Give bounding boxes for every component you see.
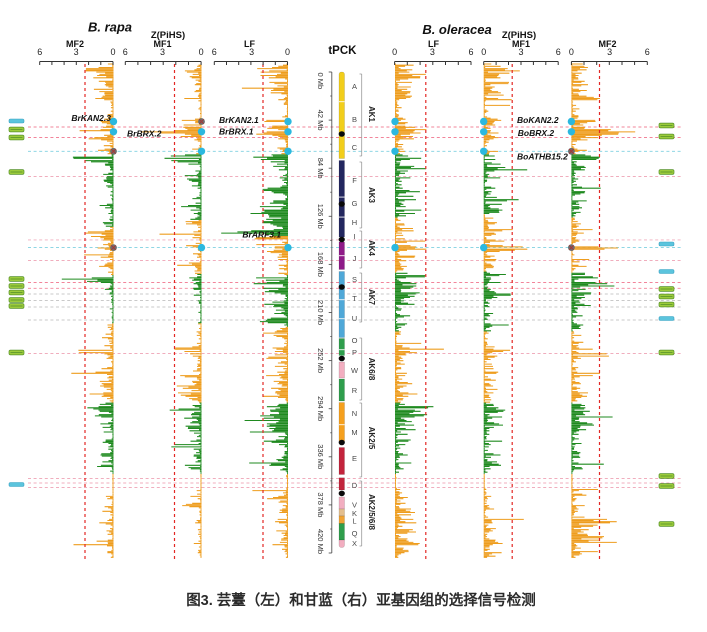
svg-text:0: 0 [110,47,115,57]
svg-text:tPCK: tPCK [328,45,357,57]
svg-text:K: K [352,509,357,518]
svg-text:T: T [352,294,357,303]
svg-text:P: P [352,348,357,357]
svg-text:L: L [352,516,356,525]
svg-text:6: 6 [645,47,650,57]
svg-text:6: 6 [37,47,42,57]
svg-text:图3. 芸薹（左）和甘蓝（右）亚基因组的选择信号检测: 图3. 芸薹（左）和甘蓝（右）亚基因组的选择信号检测 [186,591,536,609]
svg-text:LF: LF [428,39,439,49]
svg-text:420 Mb: 420 Mb [316,529,325,554]
svg-text:B: B [352,115,357,124]
svg-text:B. rapa: B. rapa [88,20,132,35]
svg-text:Q: Q [352,529,358,538]
svg-text:6: 6 [556,47,561,57]
svg-text:AK4: AK4 [367,240,376,257]
svg-text:S: S [352,275,357,284]
svg-text:LF: LF [244,39,255,49]
svg-text:378 Mb: 378 Mb [316,492,325,517]
svg-text:3: 3 [160,47,165,57]
svg-text:BoBRX.2: BoBRX.2 [518,128,555,138]
svg-text:Z(PiHS): Z(PiHS) [502,30,536,41]
svg-text:MF2: MF2 [599,39,617,49]
svg-text:0: 0 [481,47,486,57]
svg-text:Z(PiHS): Z(PiHS) [151,30,185,41]
svg-text:I: I [353,232,355,241]
svg-text:AK1: AK1 [367,106,376,123]
svg-text:O: O [352,336,358,345]
svg-text:G: G [352,199,358,208]
svg-text:BrARF3.1: BrARF3.1 [242,230,281,240]
svg-text:AK2/5/6/8: AK2/5/6/8 [367,494,376,531]
svg-text:210 Mb: 210 Mb [316,300,325,325]
svg-text:C: C [352,143,358,152]
svg-text:BrKAN2.1: BrKAN2.1 [219,115,259,125]
svg-text:6: 6 [468,47,473,57]
svg-text:BrBRX.1: BrBRX.1 [219,127,254,137]
svg-text:BoKAN2.2: BoKAN2.2 [517,115,559,125]
svg-text:336 Mb: 336 Mb [316,444,325,469]
svg-text:AK7: AK7 [367,289,376,306]
svg-text:3: 3 [430,47,435,57]
svg-text:6: 6 [123,47,128,57]
svg-text:BrBRX.2: BrBRX.2 [127,129,162,139]
svg-text:3: 3 [249,47,254,57]
svg-text:MF1: MF1 [512,39,530,49]
svg-text:U: U [352,314,357,323]
svg-text:BrKAN2.3: BrKAN2.3 [71,113,111,123]
svg-text:0: 0 [569,47,574,57]
svg-text:0 Mb: 0 Mb [316,73,325,90]
svg-text:R: R [352,386,358,395]
svg-text:126 Mb: 126 Mb [316,204,325,229]
svg-text:AK6/8: AK6/8 [367,358,376,381]
svg-text:252 Mb: 252 Mb [316,348,325,373]
svg-text:0: 0 [392,47,397,57]
svg-text:3: 3 [607,47,612,57]
svg-text:AK3: AK3 [367,187,376,204]
svg-text:MF1: MF1 [154,39,172,49]
svg-text:3: 3 [518,47,523,57]
svg-text:0: 0 [199,47,204,57]
svg-text:3: 3 [74,47,79,57]
svg-text:F: F [352,176,357,185]
svg-text:V: V [352,500,357,509]
svg-text:D: D [352,481,358,490]
svg-text:X: X [352,539,357,548]
svg-text:A: A [352,82,357,91]
svg-text:6: 6 [212,47,217,57]
svg-text:N: N [352,409,357,418]
svg-text:BoATHB15.2: BoATHB15.2 [517,152,568,162]
svg-text:MF2: MF2 [66,39,84,49]
svg-text:84 Mb: 84 Mb [316,158,325,179]
svg-text:AK2/5: AK2/5 [367,427,376,450]
svg-text:W: W [351,366,359,375]
svg-text:H: H [352,218,357,227]
svg-text:J: J [353,254,357,263]
svg-text:E: E [352,454,357,463]
svg-text:0: 0 [285,47,290,57]
svg-text:42 Mb: 42 Mb [316,110,325,131]
svg-text:168 Mb: 168 Mb [316,252,325,277]
svg-text:B. oleracea: B. oleracea [422,22,491,37]
svg-text:M: M [351,428,357,437]
svg-text:294 Mb: 294 Mb [316,396,325,421]
